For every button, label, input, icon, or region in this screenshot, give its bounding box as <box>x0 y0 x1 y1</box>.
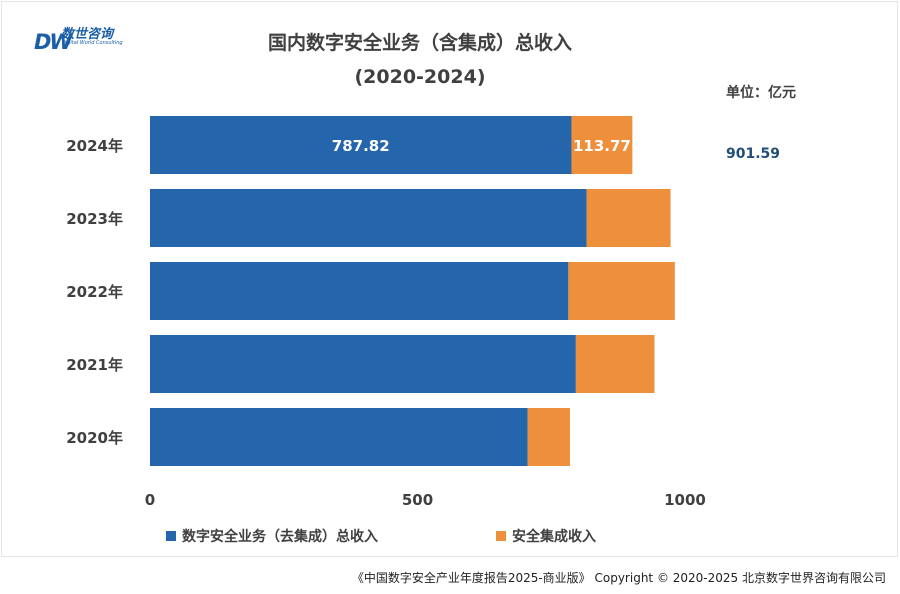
legend-label-business: 数字安全业务（去集成）总收入 <box>182 529 378 545</box>
chart-frame <box>1 1 898 557</box>
chart-subtitle: (2020-2024) <box>354 66 486 88</box>
unit-label: 单位：亿元 <box>726 85 796 101</box>
bar-2020年-series-0 <box>150 408 528 466</box>
bar-2022年-series-0 <box>150 262 569 320</box>
legend-item-business: 数字安全业务（去集成）总收入 <box>166 526 378 546</box>
data-label-2024年-series-1: 113.77 <box>573 137 631 155</box>
legend-swatch-blue <box>166 531 176 541</box>
bar-2020年-series-1 <box>527 408 570 466</box>
logo-mark: DW <box>34 30 73 54</box>
x-axis-tick-0: 0 <box>145 491 155 509</box>
bar-2023年-series-1 <box>586 189 671 247</box>
company-logo: DW 数世咨询 Digital World Consulting <box>34 22 134 60</box>
logo-name-en: Digital World Consulting <box>62 40 123 46</box>
bar-2021年-series-1 <box>575 335 655 393</box>
logo-name-cn: 数世咨询 <box>61 27 114 42</box>
legend-label-integration: 安全集成收入 <box>512 529 596 545</box>
y-axis-labels: 2024年 2023年 2022年 2021年 2020年 <box>66 137 123 447</box>
bar-2022年-series-1 <box>568 262 675 320</box>
total-value-label: 901.59 <box>726 146 781 162</box>
x-axis-tick-500: 500 <box>402 491 433 509</box>
y-axis-label-2020年: 2020年 <box>66 429 123 447</box>
data-label-2024年-series-0: 787.82 <box>332 137 390 155</box>
legend-item-integration: 安全集成收入 <box>496 526 596 546</box>
y-axis-label-2022年: 2022年 <box>66 283 123 301</box>
copyright-footer: 《中国数字安全产业年度报告2025-商业版》 Copyright © 2020-… <box>351 571 886 585</box>
x-axis-ticks: 0 500 1000 <box>145 491 706 509</box>
x-axis-tick-1000: 1000 <box>664 491 706 509</box>
y-axis-label-2023年: 2023年 <box>66 210 123 228</box>
y-axis-label-2024年: 2024年 <box>66 137 123 155</box>
bar-2021年-series-0 <box>150 335 576 393</box>
bar-2024年-series-1 <box>571 116 633 174</box>
bars-group: 787.82 113.77 <box>150 116 675 466</box>
y-axis-label-2021年: 2021年 <box>66 356 123 374</box>
chart-title: 国内数字安全业务（含集成）总收入 <box>267 32 572 54</box>
legend-swatch-orange <box>496 531 506 541</box>
bar-2024年-series-0 <box>150 116 572 174</box>
bar-2023年-series-0 <box>150 189 587 247</box>
